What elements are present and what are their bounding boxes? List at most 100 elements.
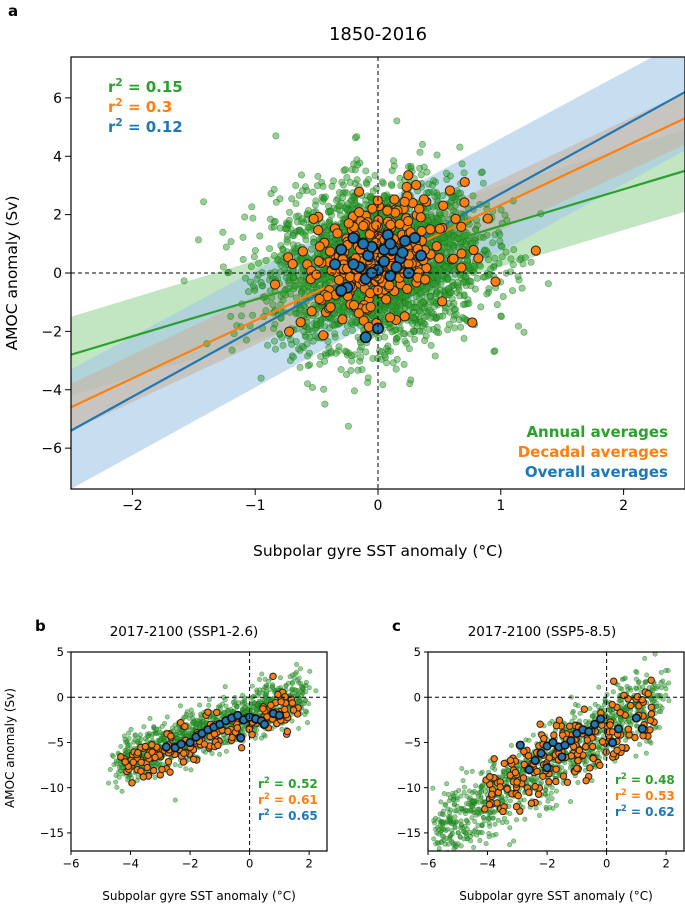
- annual-point: [509, 261, 517, 269]
- x-tick-label: −6: [63, 857, 80, 871]
- decadal-point: [158, 765, 166, 774]
- annual-point: [411, 336, 419, 344]
- annual-point: [476, 262, 484, 270]
- annual-point: [270, 185, 278, 193]
- annual-point: [382, 321, 390, 329]
- panel-a-title: 1850-2016: [329, 24, 427, 45]
- annual-point: [380, 306, 388, 314]
- annual-point: [354, 161, 362, 169]
- panel-b-label: b: [35, 617, 46, 635]
- annual-point: [348, 326, 356, 334]
- annual-point: [289, 232, 297, 240]
- annual-point: [322, 351, 330, 359]
- decadal-point: [431, 241, 442, 252]
- annual-point: [354, 366, 362, 374]
- annual-point: [522, 816, 528, 822]
- annual-point: [439, 867, 443, 871]
- panel-c-title: 2017-2100 (SSP5-8.5): [468, 624, 617, 640]
- annual-point: [378, 178, 386, 186]
- annual-point: [194, 236, 202, 244]
- annual-point: [222, 697, 228, 703]
- annual-point: [501, 211, 509, 219]
- annual-point: [118, 743, 124, 749]
- annual-point: [363, 180, 371, 188]
- decadal-point: [401, 181, 412, 193]
- annual-point: [304, 362, 312, 370]
- annual-point: [180, 277, 188, 285]
- annual-point: [418, 140, 426, 148]
- annual-point: [261, 732, 267, 738]
- decadal-point: [288, 699, 297, 707]
- overall-point: [161, 742, 171, 752]
- annual-point: [418, 317, 426, 325]
- annual-point: [422, 285, 430, 293]
- annual-point: [459, 301, 467, 309]
- annual-point: [270, 252, 278, 260]
- annual-point: [251, 700, 257, 706]
- decadal-point: [204, 708, 212, 716]
- annual-point: [403, 340, 411, 348]
- annual-point: [272, 198, 280, 206]
- annual-point: [308, 384, 316, 392]
- decadal-point: [295, 317, 306, 328]
- annual-point: [251, 247, 259, 255]
- annual-point: [430, 785, 436, 791]
- annual-point: [427, 341, 435, 349]
- annual-point: [249, 282, 257, 290]
- annual-point: [400, 330, 408, 338]
- annual-point: [387, 180, 395, 188]
- panel-b-y-ticks: −15−10−505: [40, 645, 71, 840]
- annual-point: [183, 714, 189, 720]
- annual-point: [443, 175, 451, 183]
- x-tick-label: −2: [122, 498, 143, 514]
- annual-point: [296, 306, 304, 314]
- decadal-point: [403, 170, 414, 181]
- annual-point: [459, 766, 465, 772]
- annual-point: [460, 169, 468, 177]
- decadal-point: [333, 274, 345, 286]
- annual-point: [222, 739, 228, 745]
- annual-point: [444, 275, 452, 283]
- annual-point: [419, 298, 427, 306]
- decadal-point: [277, 698, 285, 706]
- annual-point: [348, 318, 356, 326]
- panel-a-label: a: [8, 2, 18, 20]
- annual-point: [152, 774, 158, 780]
- annual-point: [134, 778, 140, 784]
- decadal-point: [308, 213, 319, 224]
- annual-point: [339, 181, 347, 189]
- decadal-point: [415, 212, 426, 223]
- annual-point: [425, 306, 433, 314]
- decadal-r2-stat: r2 = 0.3: [108, 97, 172, 116]
- decadal-point: [166, 768, 174, 776]
- annual-point: [222, 684, 228, 690]
- annual-point: [445, 320, 453, 328]
- annual-point: [511, 838, 517, 844]
- annual-point: [457, 323, 465, 331]
- annual-point: [633, 753, 639, 759]
- annual-point: [307, 245, 315, 253]
- decadal-point: [348, 300, 360, 311]
- annual-point: [357, 343, 365, 351]
- panel-a-x-ticks: −2 −1 0 1 2: [122, 489, 628, 514]
- annual-point: [456, 292, 464, 300]
- annual-point: [483, 290, 491, 298]
- annual-point: [344, 422, 352, 430]
- decadal-point: [343, 218, 354, 229]
- annual-point: [200, 198, 208, 206]
- annual-point: [110, 753, 116, 759]
- annual-point: [406, 380, 414, 388]
- annual-point: [297, 171, 305, 179]
- y-tick-label: 5: [57, 645, 64, 659]
- overall-r2-stat: r2 = 0.65: [258, 807, 318, 823]
- annual-point: [510, 246, 518, 254]
- x-tick-label: 0: [246, 857, 253, 871]
- annual-point: [393, 117, 401, 125]
- annual-point: [389, 359, 397, 367]
- annual-point: [454, 279, 462, 287]
- overall-point: [329, 258, 342, 271]
- annual-point: [491, 254, 499, 262]
- annual-point: [489, 239, 497, 247]
- annual-point: [197, 702, 203, 708]
